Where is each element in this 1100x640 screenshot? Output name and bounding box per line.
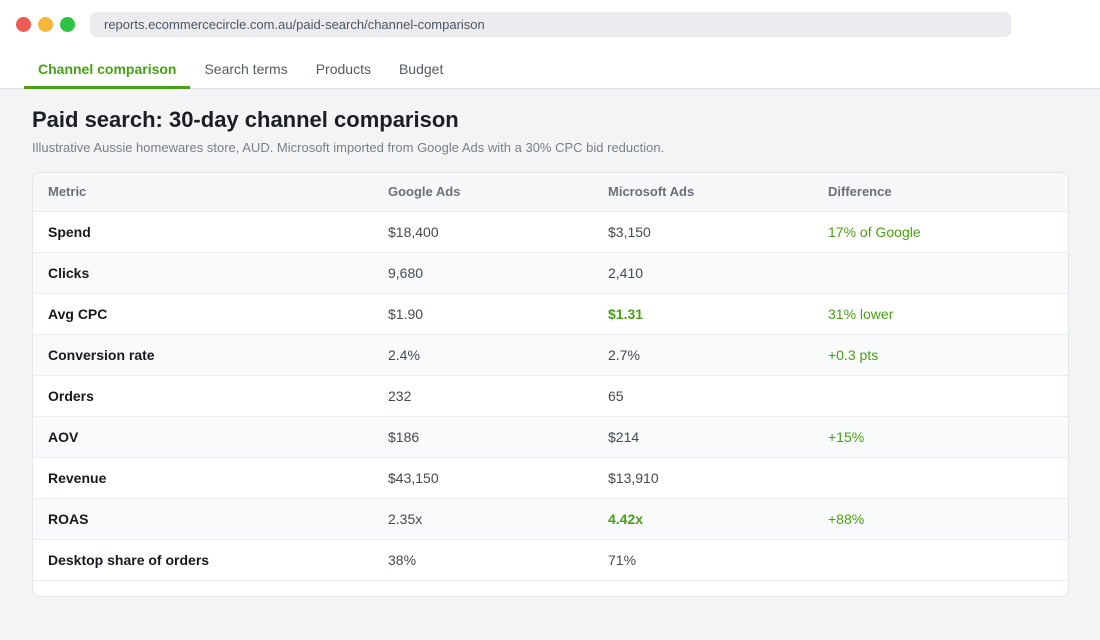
google-ads-cell: 2.4%: [373, 333, 593, 375]
table-row: Clicks 9,680 2,410: [33, 251, 1068, 293]
difference-cell: +88%: [813, 497, 1068, 539]
microsoft-ads-cell: $13,910: [593, 456, 813, 498]
comparison-table-card: Metric Google Ads Microsoft Ads Differen…: [32, 172, 1069, 597]
report-tabs: Channel comparison Search terms Products…: [24, 50, 457, 89]
tab-search-terms[interactable]: Search terms: [204, 61, 288, 77]
metric-cell: AOV: [33, 415, 373, 457]
address-bar[interactable]: reports.ecommercecircle.com.au/paid-sear…: [90, 12, 1011, 37]
column-header-google-ads: Google Ads: [373, 173, 593, 211]
page-subtitle: Illustrative Aussie homewares store, AUD…: [32, 140, 665, 155]
google-ads-cell: 38%: [373, 538, 593, 581]
table-header-row: Metric Google Ads Microsoft Ads Differen…: [33, 173, 1068, 211]
google-ads-cell: 9,680: [373, 251, 593, 293]
metric-cell: Avg CPC: [33, 292, 373, 334]
microsoft-ads-cell: 2,410: [593, 251, 813, 293]
metric-cell: Desktop share of orders: [33, 538, 373, 581]
metric-cell: ROAS: [33, 497, 373, 539]
table-row: Desktop share of orders 38% 71%: [33, 538, 1068, 581]
microsoft-ads-cell-highlight: $1.31: [593, 292, 813, 334]
maximize-window-icon[interactable]: [60, 17, 75, 32]
metric-cell: Orders: [33, 374, 373, 416]
google-ads-cell: $1.90: [373, 292, 593, 334]
metric-cell: Revenue: [33, 456, 373, 498]
google-ads-cell: $18,400: [373, 210, 593, 252]
close-window-icon[interactable]: [16, 17, 31, 32]
google-ads-cell: 232: [373, 374, 593, 416]
table-row: ROAS 2.35x 4.42x +88%: [33, 497, 1068, 539]
page-title: Paid search: 30-day channel comparison: [32, 107, 459, 132]
column-header-difference: Difference: [813, 173, 1068, 211]
minimize-window-icon[interactable]: [38, 17, 53, 32]
browser-chrome: reports.ecommercecircle.com.au/paid-sear…: [0, 0, 1100, 89]
table-row: Avg CPC $1.90 $1.31 31% lower: [33, 292, 1068, 334]
metric-cell: Conversion rate: [33, 333, 373, 375]
table-row: AOV $186 $214 +15%: [33, 415, 1068, 457]
difference-cell: 17% of Google: [813, 210, 1068, 252]
tab-budget[interactable]: Budget: [398, 61, 444, 77]
difference-cell: [813, 251, 1068, 293]
microsoft-ads-cell: $214: [593, 415, 813, 457]
table-row: Revenue $43,150 $13,910: [33, 456, 1068, 498]
difference-cell: [813, 374, 1068, 416]
difference-cell: +0.3 pts: [813, 333, 1068, 375]
table-row: Orders 232 65: [33, 374, 1068, 416]
tab-channel-comparison[interactable]: Channel comparison: [24, 50, 191, 89]
microsoft-ads-cell: 2.7%: [593, 333, 813, 375]
comparison-table: Metric Google Ads Microsoft Ads Differen…: [33, 173, 1068, 581]
table-row: Conversion rate 2.4% 2.7% +0.3 pts: [33, 333, 1068, 375]
microsoft-ads-cell: $3,150: [593, 210, 813, 252]
google-ads-cell: $186: [373, 415, 593, 457]
microsoft-ads-cell-highlight: 4.42x: [593, 497, 813, 539]
metric-cell: Spend: [33, 210, 373, 252]
column-header-metric: Metric: [33, 173, 373, 211]
column-header-microsoft-ads: Microsoft Ads: [593, 173, 813, 211]
microsoft-ads-cell: 71%: [593, 538, 813, 581]
google-ads-cell: 2.35x: [373, 497, 593, 539]
metric-cell: Clicks: [33, 251, 373, 293]
difference-cell: [813, 456, 1068, 498]
google-ads-cell: $43,150: [373, 456, 593, 498]
tab-products[interactable]: Products: [315, 61, 371, 77]
difference-cell: 31% lower: [813, 292, 1068, 334]
table-row: Spend $18,400 $3,150 17% of Google: [33, 210, 1068, 252]
microsoft-ads-cell: 65: [593, 374, 813, 416]
difference-cell: [813, 538, 1068, 581]
difference-cell: +15%: [813, 415, 1068, 457]
